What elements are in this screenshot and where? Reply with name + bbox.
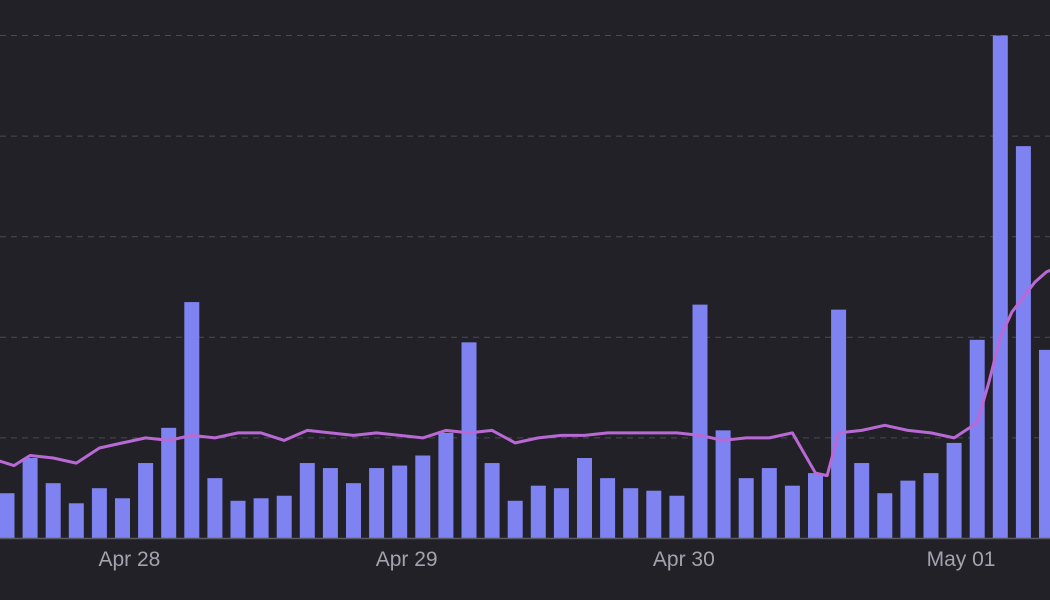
line-series <box>0 268 1050 478</box>
x-tick-label: Apr 29 <box>376 548 438 571</box>
x-tick-label: Apr 30 <box>653 548 715 571</box>
bar <box>138 463 154 539</box>
x-tick-label: Apr 28 <box>98 548 160 571</box>
bar-series <box>0 35 1050 539</box>
bar <box>669 495 685 539</box>
bar <box>276 495 292 539</box>
bar <box>808 473 823 539</box>
bar <box>22 458 38 539</box>
bar <box>877 493 893 539</box>
bar <box>0 493 15 539</box>
bar <box>253 498 269 539</box>
bar <box>415 455 431 539</box>
bar <box>946 442 962 539</box>
bar <box>369 468 385 539</box>
bar <box>600 478 616 539</box>
bar <box>969 339 985 539</box>
bar <box>715 430 731 539</box>
bar <box>553 488 569 539</box>
bar <box>484 463 500 539</box>
bar <box>692 304 708 539</box>
bar <box>1015 146 1031 539</box>
bar <box>115 498 130 539</box>
bar <box>184 302 200 539</box>
bar <box>68 503 84 539</box>
bar <box>346 483 361 539</box>
bar <box>45 483 61 539</box>
bar <box>230 500 246 539</box>
bar <box>530 485 546 539</box>
bar <box>831 309 847 539</box>
bar <box>322 468 338 539</box>
bar <box>646 490 662 539</box>
x-axis-ticks: Apr 28 Apr 29 Apr 30 May 01 <box>98 548 995 571</box>
bar <box>299 463 315 539</box>
x-tick-label: May 01 <box>927 548 996 571</box>
bar <box>392 465 408 539</box>
bar <box>507 500 523 539</box>
bar <box>900 480 916 539</box>
bar <box>923 473 939 539</box>
bar <box>738 478 754 539</box>
grid-lines <box>0 35 1050 439</box>
bar <box>577 458 592 539</box>
bar <box>784 485 800 539</box>
bar <box>992 35 1008 539</box>
bar <box>161 427 177 539</box>
bar <box>91 488 107 539</box>
bar <box>623 488 639 539</box>
bar <box>1039 349 1050 539</box>
bar <box>761 468 777 539</box>
bar <box>438 432 454 539</box>
bar <box>461 342 477 539</box>
bar <box>207 478 223 539</box>
bar <box>854 463 870 539</box>
